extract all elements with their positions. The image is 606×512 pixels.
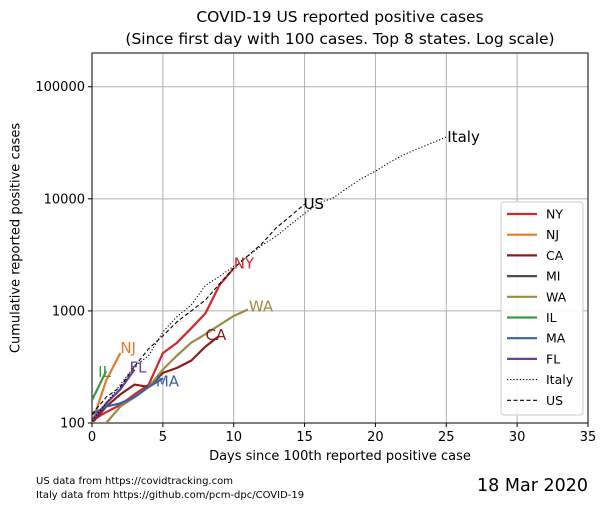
date-stamp: 18 Mar 2020 xyxy=(477,476,588,496)
legend-label-mi: MI xyxy=(546,269,560,284)
y-tick-label: 100000 xyxy=(35,80,85,95)
y-axis-ticks: 100 1000 10000 100000 xyxy=(35,80,92,432)
y-axis-label: Cumulative reported positive cases xyxy=(8,122,24,354)
series-label-nj: NJ xyxy=(120,339,136,357)
legend-label-italy: Italy xyxy=(546,372,574,387)
legend-label-wa: WA xyxy=(546,289,567,304)
series-label-wa: WA xyxy=(249,297,274,315)
x-axis-label: Days since 100th reported positive case xyxy=(209,449,471,464)
x-tick-label: 5 xyxy=(159,430,167,445)
source-italy-note: Italy data from https://github.com/pcm-d… xyxy=(36,490,305,501)
chart-title-line-2: (Since first day with 100 cases. Top 8 s… xyxy=(125,30,555,48)
series-label-ca: CA xyxy=(206,326,227,344)
legend-label-ma: MA xyxy=(546,331,566,346)
legend-label-il: IL xyxy=(546,310,557,325)
x-tick-label: 35 xyxy=(580,430,597,445)
series-label-us: US xyxy=(304,195,325,213)
series-label-ma: MA xyxy=(156,372,180,390)
series-line-il xyxy=(92,370,108,401)
series-label-fl: FL xyxy=(130,359,148,377)
series-label-italy: Italy xyxy=(447,128,480,146)
series-line-ny xyxy=(92,267,235,422)
legend-label-ca: CA xyxy=(546,248,564,263)
series-label-il: IL xyxy=(98,363,111,381)
series-label-ny: NY xyxy=(234,254,255,272)
chart-title-line-1: COVID-19 US reported positive cases xyxy=(196,8,484,26)
x-tick-label: 10 xyxy=(225,430,242,445)
x-tick-label: 30 xyxy=(509,430,526,445)
legend-label-us: US xyxy=(546,393,563,408)
plot-frame xyxy=(91,52,589,424)
x-tick-label: 25 xyxy=(438,430,455,445)
legend: NY NJ CA MI WA IL MA FL Italy US xyxy=(500,201,584,416)
y-tick-label: 1000 xyxy=(52,304,85,319)
series-line-wa xyxy=(92,308,249,423)
x-tick-label: 20 xyxy=(367,430,384,445)
series-line-fl xyxy=(92,368,136,422)
x-tick-label: 15 xyxy=(296,430,313,445)
legend-label-nj: NJ xyxy=(546,227,559,242)
legend-label-ny: NY xyxy=(546,207,563,222)
series-line-italy xyxy=(92,136,447,421)
x-axis-ticks: 0 5 10 15 20 25 30 35 xyxy=(88,423,596,445)
series-lines xyxy=(92,136,447,423)
y-tick-label: 10000 xyxy=(44,192,85,207)
legend-label-fl: FL xyxy=(546,351,560,366)
series-line-us xyxy=(92,203,305,415)
x-tick-label: 0 xyxy=(88,430,96,445)
source-us-note: US data from https://covidtracking.com xyxy=(36,476,233,487)
y-tick-label: 100 xyxy=(60,417,85,432)
series-end-labels: NY NJ CA WA IL MA FL Italy US xyxy=(98,128,480,391)
